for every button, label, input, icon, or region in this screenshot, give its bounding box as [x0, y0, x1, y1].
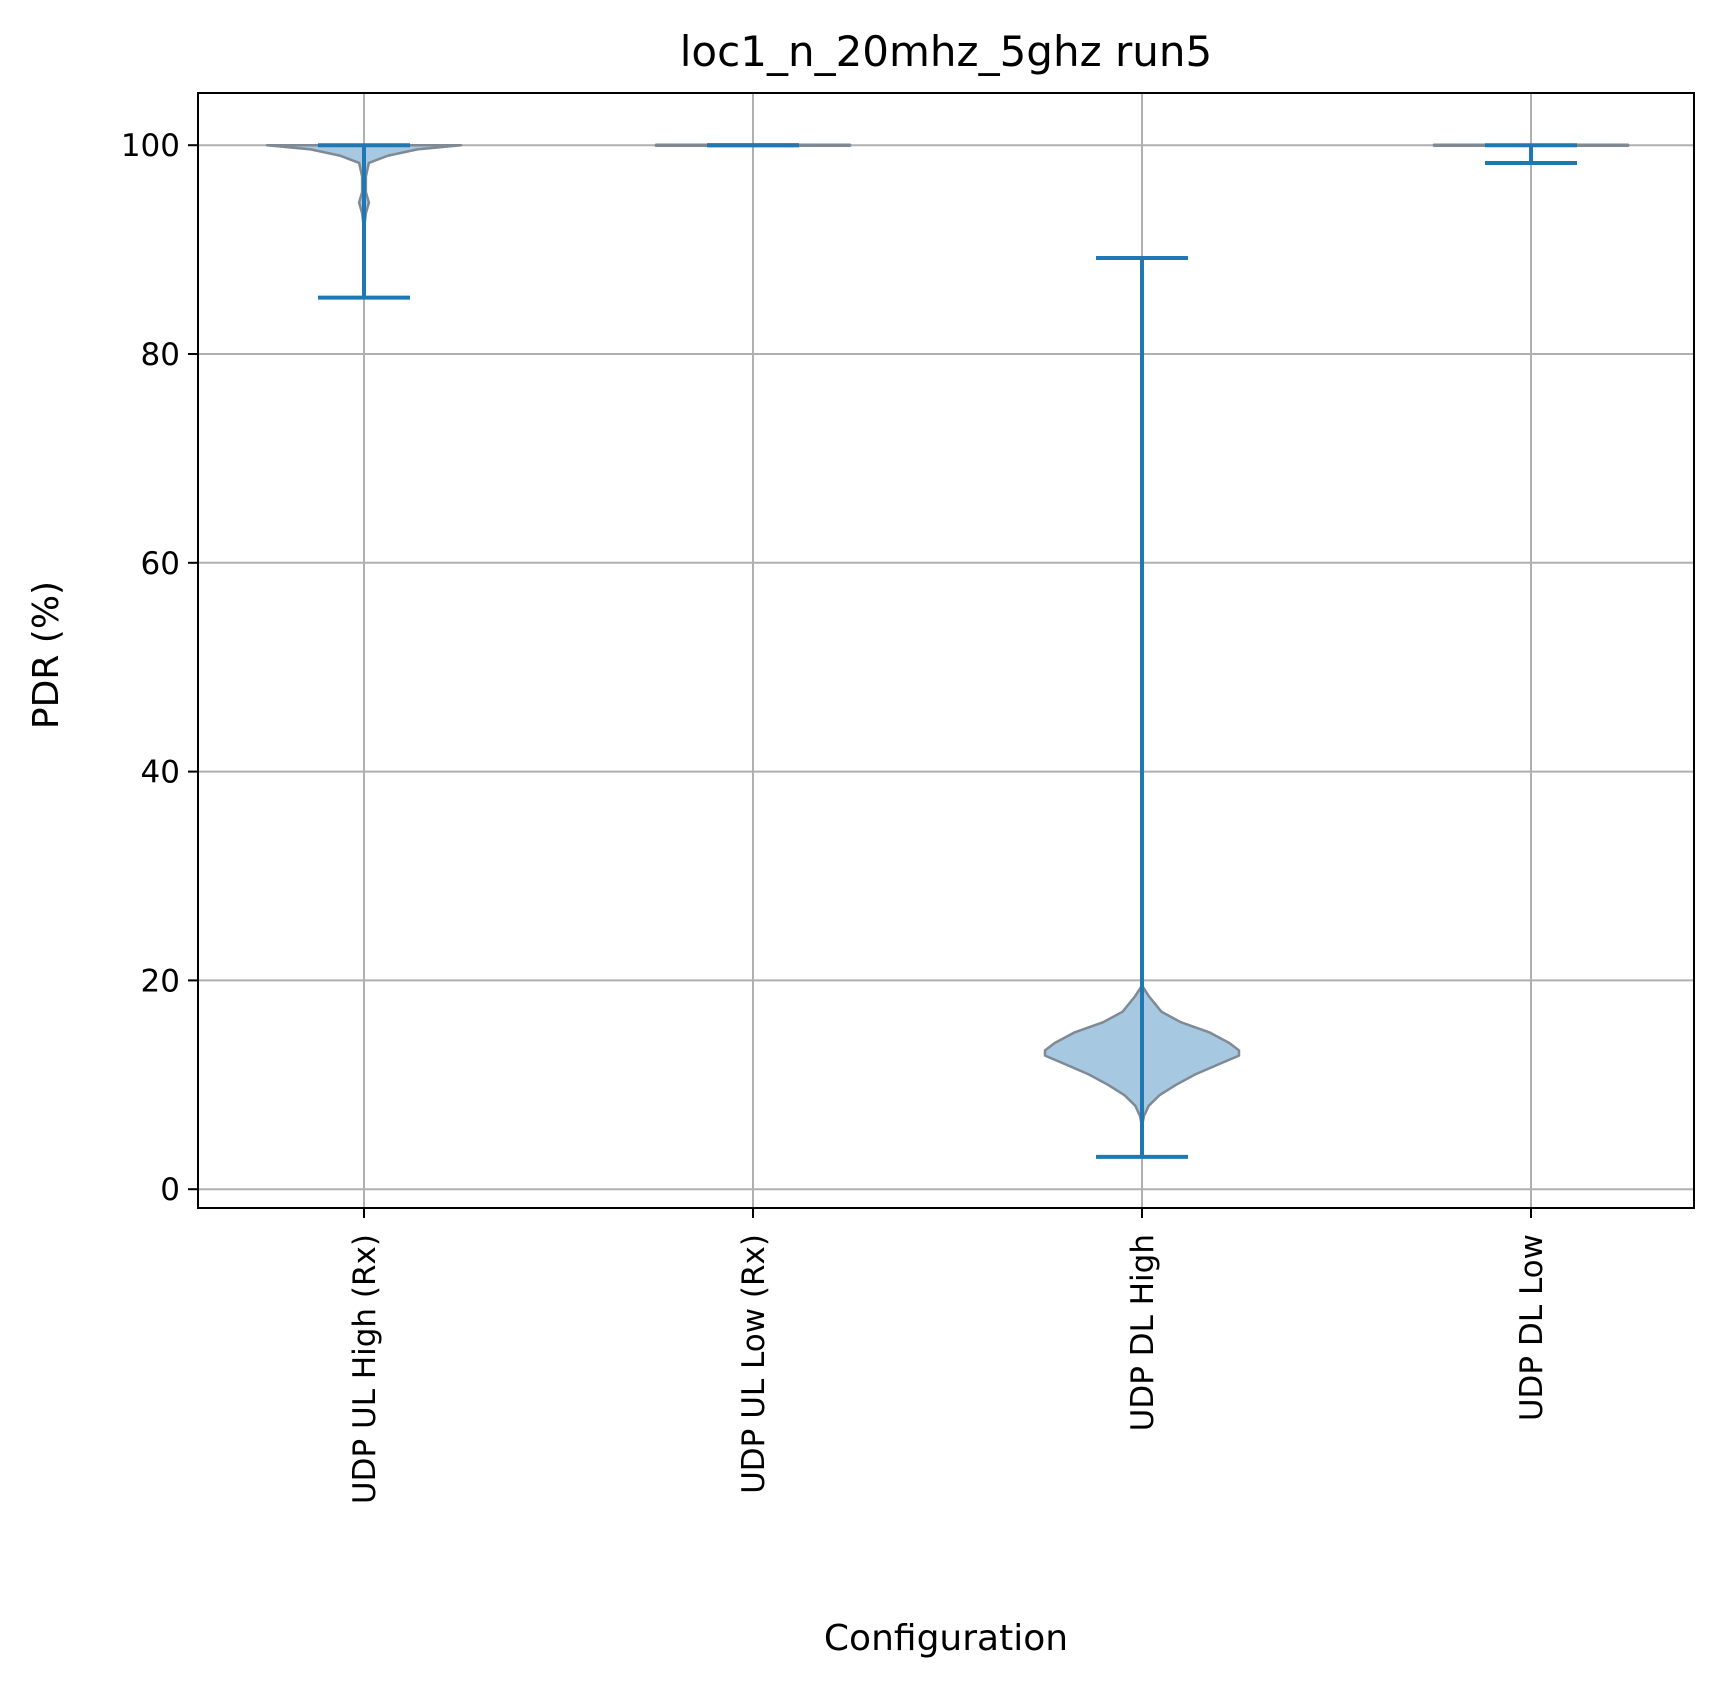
y-tick-label: 80	[141, 337, 180, 373]
y-tick-label: 0	[160, 1172, 180, 1208]
x-tick-label: UDP UL Low (Rx)	[736, 1234, 772, 1494]
chart-title: loc1_n_20mhz_5ghz run5	[680, 27, 1212, 76]
y-axis-label: PDR (%)	[26, 581, 67, 729]
violin-bodies	[265, 143, 1630, 1128]
x-tick-label: UDP DL High	[1125, 1234, 1161, 1431]
y-tick-label: 20	[141, 963, 180, 999]
y-tick-label: 40	[141, 755, 180, 791]
x-axis-label: Configuration	[824, 1618, 1068, 1659]
x-tick-label: UDP UL High (Rx)	[347, 1234, 383, 1504]
x-tick-label: UDP DL Low	[1514, 1234, 1550, 1421]
violin-whiskers	[318, 143, 1577, 1159]
y-tick-label: 100	[121, 128, 180, 164]
grid-lines	[198, 93, 1694, 1208]
plot-frame	[197, 92, 1695, 1209]
y-tick-label: 60	[141, 546, 180, 582]
axis-ticks: 0 20 40 60 80 100 UDP UL High (Rx) UDP UL Low (…	[121, 128, 1550, 1504]
